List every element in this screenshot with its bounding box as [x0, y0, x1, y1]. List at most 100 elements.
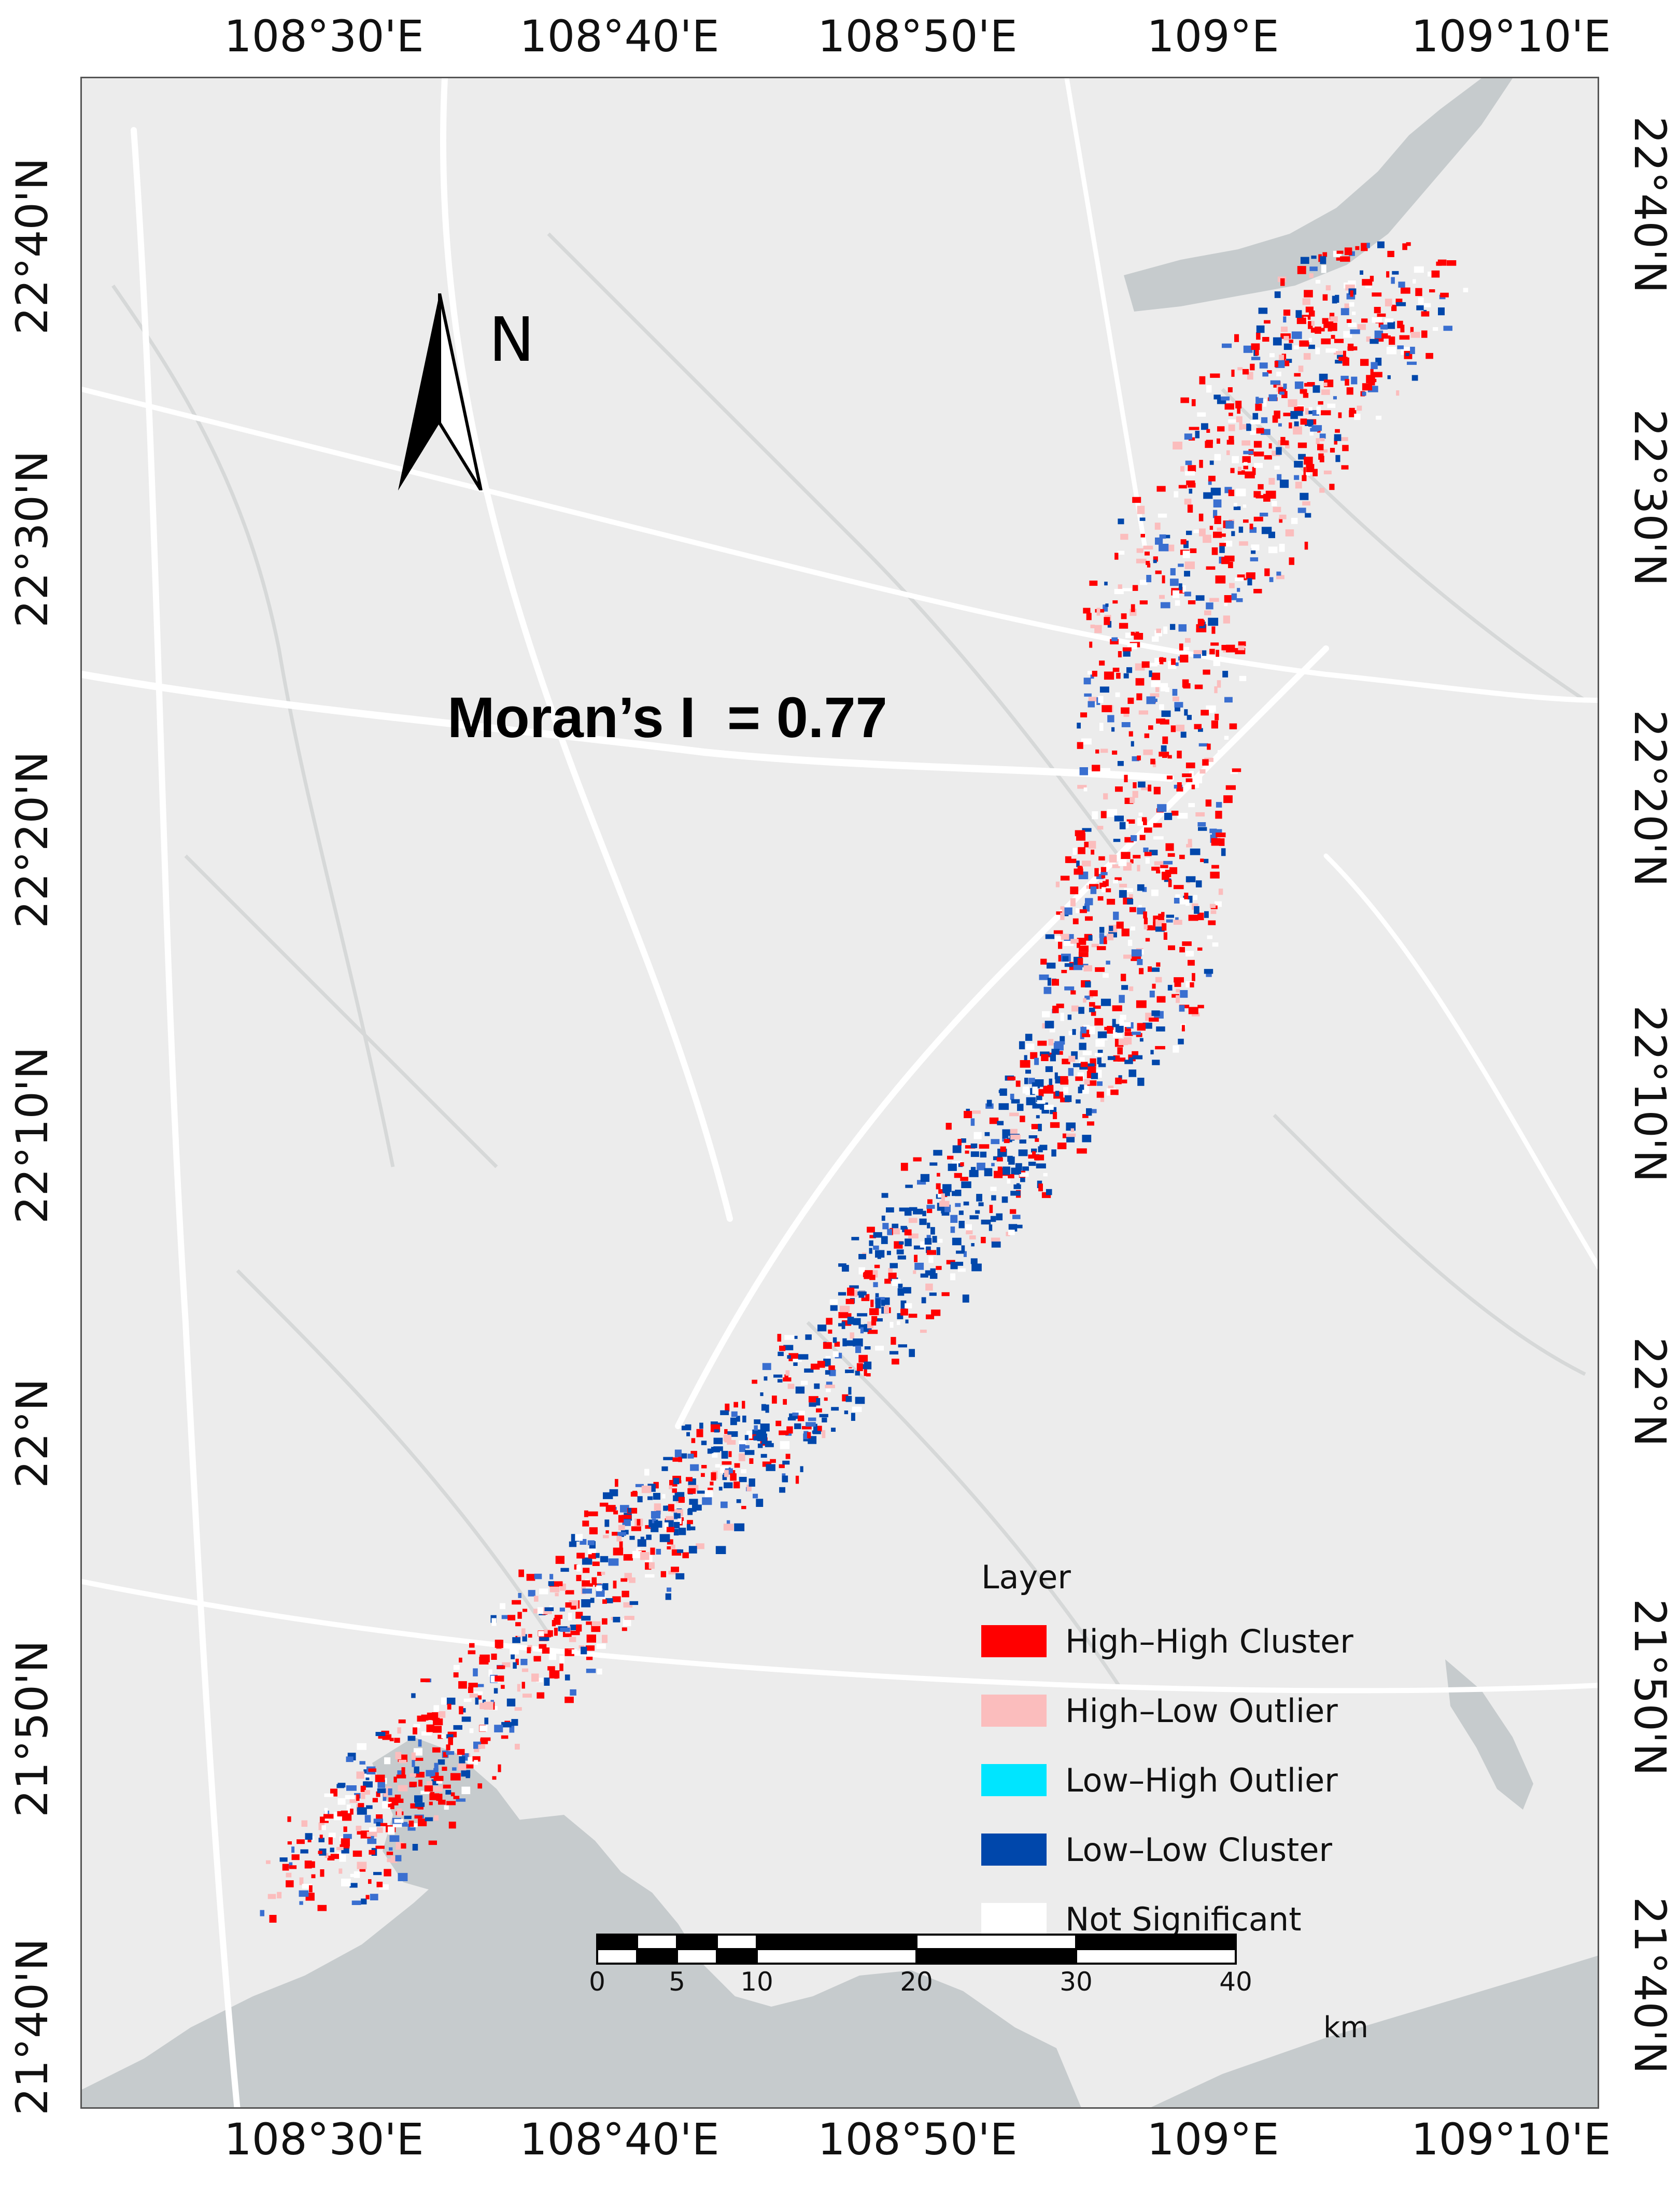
- lisa-point: [872, 1270, 878, 1278]
- lisa-point: [720, 1410, 729, 1415]
- lisa-point: [773, 1374, 783, 1378]
- lisa-point: [465, 1764, 474, 1769]
- lisa-point: [1319, 433, 1326, 439]
- lisa-point: [1279, 544, 1285, 552]
- lisa-point: [490, 1700, 494, 1703]
- lisa-point: [1317, 444, 1324, 450]
- lisa-point: [1141, 787, 1151, 791]
- lisa-point: [1259, 362, 1268, 369]
- lisa-point: [1090, 624, 1095, 628]
- lisa-point: [1137, 1078, 1145, 1086]
- lisa-point: [367, 1838, 377, 1844]
- lisa-point: [891, 1228, 900, 1235]
- lisa-point: [1182, 551, 1190, 558]
- lisa-point: [1253, 516, 1263, 521]
- lisa-point: [480, 1738, 488, 1744]
- lisa-point: [1191, 1012, 1200, 1017]
- lisa-point: [475, 1697, 479, 1705]
- lisa-point: [1122, 588, 1132, 591]
- lisa-point: [622, 1627, 627, 1631]
- right-lat-label: 21°40'N: [1625, 1897, 1675, 2074]
- lisa-point: [1161, 745, 1167, 752]
- lisa-point: [1162, 736, 1168, 744]
- lisa-point: [673, 1529, 679, 1536]
- lisa-point: [823, 1358, 831, 1367]
- lisa-point: [1253, 441, 1262, 448]
- lisa-point: [937, 1173, 940, 1177]
- lisa-point: [926, 1314, 935, 1319]
- lisa-point: [323, 1814, 334, 1819]
- legend-label: Not Significant: [1065, 1900, 1302, 1938]
- lisa-point: [330, 1847, 334, 1853]
- lisa-point: [1094, 625, 1102, 633]
- lisa-point: [1223, 615, 1230, 624]
- lisa-point: [1101, 873, 1106, 879]
- lisa-point: [1186, 480, 1195, 485]
- lisa-point: [1185, 763, 1195, 769]
- lisa-point: [897, 1255, 906, 1260]
- lisa-point: [1143, 924, 1148, 929]
- lisa-point: [373, 1872, 382, 1875]
- lisa-point: [431, 1779, 439, 1785]
- lisa-point: [596, 1553, 600, 1558]
- lisa-point: [1213, 499, 1222, 507]
- lisa-point: [1276, 571, 1281, 576]
- lisa-point: [446, 1744, 450, 1751]
- lisa-point: [1024, 1055, 1027, 1063]
- lisa-point: [359, 1761, 365, 1765]
- lisa-point: [913, 1208, 923, 1215]
- morans-i-statistic: Moran’s I = 0.77: [447, 686, 887, 750]
- lisa-point: [1261, 417, 1268, 424]
- lisa-point: [1387, 321, 1395, 329]
- lisa-point: [1180, 397, 1189, 403]
- lisa-point: [952, 1237, 962, 1246]
- lisa-point: [1152, 636, 1159, 642]
- lisa-point: [1225, 785, 1236, 790]
- lisa-point: [1114, 877, 1122, 881]
- lisa-point: [1251, 343, 1260, 350]
- lisa-point: [1089, 581, 1098, 586]
- lisa-point: [1237, 470, 1245, 475]
- lisa-point: [1195, 595, 1205, 601]
- lisa-point: [1279, 518, 1283, 523]
- lisa-point: [1213, 394, 1221, 400]
- lisa-point: [1024, 1078, 1028, 1084]
- lisa-point: [977, 1162, 985, 1170]
- lisa-point: [1139, 968, 1144, 975]
- lisa-point: [1140, 949, 1144, 955]
- lisa-point: [1189, 427, 1199, 430]
- lisa-point: [1197, 1005, 1204, 1009]
- lisa-point: [1204, 969, 1213, 974]
- lisa-point: [1103, 973, 1109, 978]
- lisa-point: [817, 1324, 827, 1332]
- lisa-point: [739, 1440, 746, 1447]
- lisa-point: [1166, 775, 1173, 780]
- lisa-point: [920, 1241, 927, 1248]
- lisa-point: [1204, 911, 1209, 918]
- lisa-point: [1308, 344, 1315, 349]
- lisa-point: [724, 1436, 728, 1443]
- lisa-point: [779, 1345, 786, 1351]
- lisa-point: [1190, 848, 1201, 855]
- lisa-point: [711, 1472, 716, 1481]
- legend-swatch: [981, 1695, 1047, 1727]
- lisa-point: [713, 1437, 723, 1444]
- lisa-point: [825, 1385, 835, 1388]
- lisa-point: [965, 1224, 972, 1232]
- lisa-point: [969, 1170, 979, 1177]
- lisa-point: [905, 1303, 912, 1308]
- lisa-point: [586, 1621, 596, 1625]
- lisa-point: [457, 1748, 465, 1755]
- lisa-point: [831, 1428, 836, 1432]
- lisa-point: [1088, 935, 1093, 941]
- lisa-point: [586, 1645, 595, 1651]
- lisa-point: [1209, 648, 1215, 655]
- lisa-point: [404, 1815, 412, 1820]
- lisa-point: [1374, 330, 1383, 339]
- lisa-point: [1168, 945, 1175, 950]
- lisa-point: [1226, 450, 1230, 455]
- lisa-point: [413, 1724, 420, 1728]
- lisa-point: [1229, 583, 1235, 588]
- lisa-point: [324, 1808, 328, 1814]
- lisa-point: [384, 1757, 391, 1765]
